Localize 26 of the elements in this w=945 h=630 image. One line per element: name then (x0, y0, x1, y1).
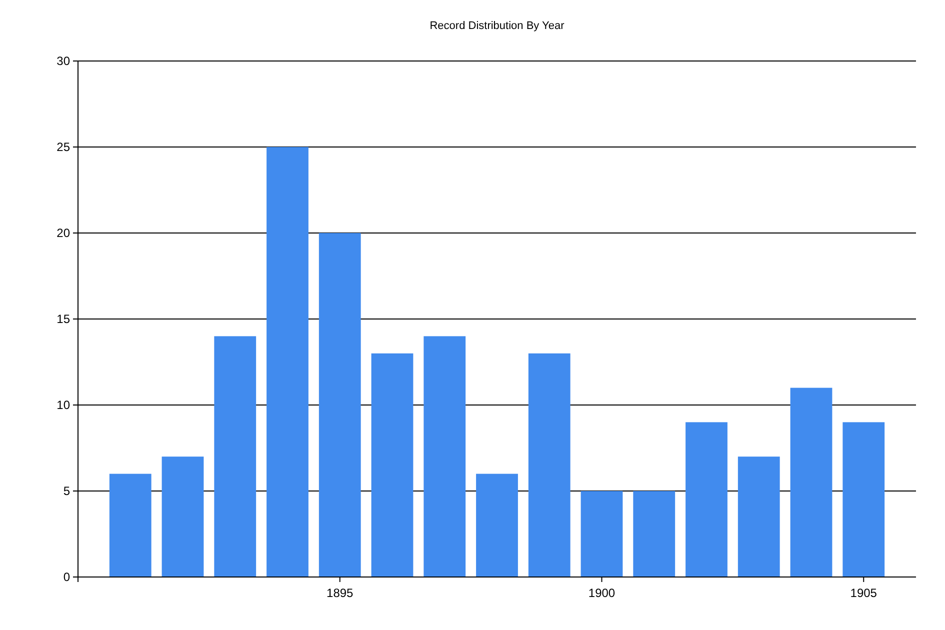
bar (528, 353, 570, 577)
y-tick-label: 30 (56, 54, 70, 68)
y-tick-label: 0 (63, 570, 70, 584)
x-tick-label: 1900 (588, 586, 616, 600)
y-tick-label: 25 (56, 140, 70, 154)
bar (318, 233, 361, 577)
bar (790, 388, 832, 577)
x-tick-label: 1895 (326, 586, 354, 600)
bar (266, 147, 308, 577)
bar (686, 422, 728, 577)
bar (371, 353, 414, 577)
bar (842, 422, 885, 577)
bar (424, 336, 466, 577)
y-tick-label: 15 (56, 312, 70, 326)
y-tick-label: 10 (56, 398, 70, 412)
bar (109, 474, 152, 577)
bar (633, 491, 676, 577)
y-tick-label: 5 (63, 484, 70, 498)
bar (580, 491, 623, 577)
x-tick-label: 1905 (850, 586, 878, 600)
y-tick-label: 20 (56, 226, 70, 240)
bar (162, 456, 204, 577)
bar (476, 474, 518, 577)
chart-title: Record Distribution By Year (430, 20, 565, 32)
bar (214, 336, 256, 577)
bar (738, 456, 780, 577)
